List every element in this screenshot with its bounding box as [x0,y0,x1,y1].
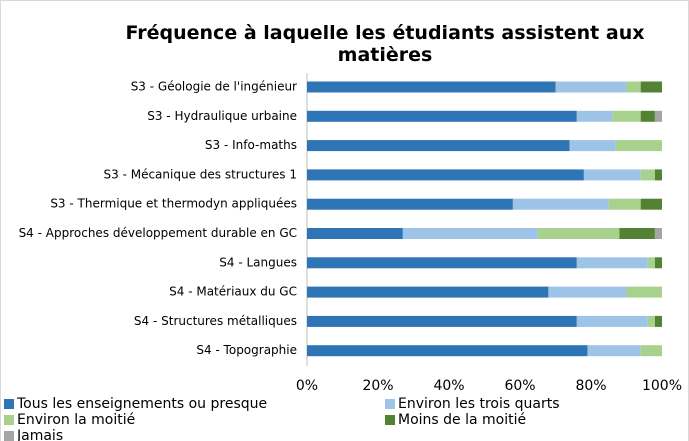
bar-segment [583,169,641,181]
chart-title: Fréquence à laquelle les étudiants assis… [125,22,645,66]
y-tick-label: S4 - Structures métalliques [134,314,297,328]
bar-segment [569,140,616,152]
bar-segment [619,228,655,239]
x-tick-label: 40% [433,378,464,394]
legend-label: Environ la moitié [17,412,135,428]
x-tick-label: 100% [642,378,682,394]
bar-segment [512,198,609,210]
bar-segment [626,286,662,298]
y-tick-label: S4 - Matériaux du GC [169,285,297,299]
legend-label: Jamais [16,428,63,441]
y-tick-label: S3 - Thermique et thermodyn appliquées [50,197,297,211]
bar-segment [402,228,538,239]
legend-swatch [4,399,14,409]
bar-segment [548,286,627,298]
y-tick-label: S3 - Géologie de l'ingénieur [131,80,297,94]
x-tick-label: 80% [575,378,606,394]
bar-segment [307,169,584,181]
y-tick-label: S4 - Langues [219,255,297,269]
y-tick-label: S3 - Info-maths [205,138,297,152]
x-tick-label: 60% [504,378,535,394]
bar-segment [576,110,613,122]
bar-segment [307,257,577,269]
bar-segment [654,228,662,239]
bar-segment [640,81,662,93]
legend-label: Moins de la moitié [398,412,526,428]
bar-segment [307,140,570,152]
bar-segment [307,81,556,93]
legend-label: Environ les trois quarts [398,396,560,412]
bar-segment [640,198,662,210]
legend-swatch [385,399,395,409]
x-tick-label: 0% [296,378,318,394]
bar-segment [307,110,577,122]
bar-segment [576,257,648,269]
y-tick-label: S4 - Topographie [196,343,297,357]
x-tick-label: 20% [362,378,393,394]
bar-segment [647,257,655,269]
legend-swatch [4,415,14,425]
y-tick-label: S3 - Hydraulique urbaine [147,109,297,123]
bar-segment [654,257,662,269]
bar-segment [640,169,655,181]
bar-segment [615,140,662,152]
bar-segment [654,169,662,181]
y-tick-label: S3 - Mécanique des structures 1 [104,167,297,181]
bar-segment [537,228,620,239]
legend-swatch [4,431,14,441]
bar-segment [640,345,662,357]
y-tick-label: S4 - Approches développement durable en … [19,226,297,240]
bar-segment [307,345,588,357]
bar-segment [587,345,641,357]
bar-segment [612,110,641,122]
bar-segment [307,315,577,327]
bar-segment [654,315,662,327]
bar-segment [307,286,549,298]
bar-segment [307,198,513,210]
bar-segment [307,228,403,239]
legend-label: Tous les enseignements ou presque [16,396,267,412]
bar-segment [576,315,648,327]
bar-segment [654,110,662,122]
bar-segment [608,198,641,210]
legend-swatch [385,415,395,425]
bar-segment [640,110,655,122]
bar-segment [626,81,641,93]
bar-segment [555,81,627,93]
bar-segment [647,315,655,327]
